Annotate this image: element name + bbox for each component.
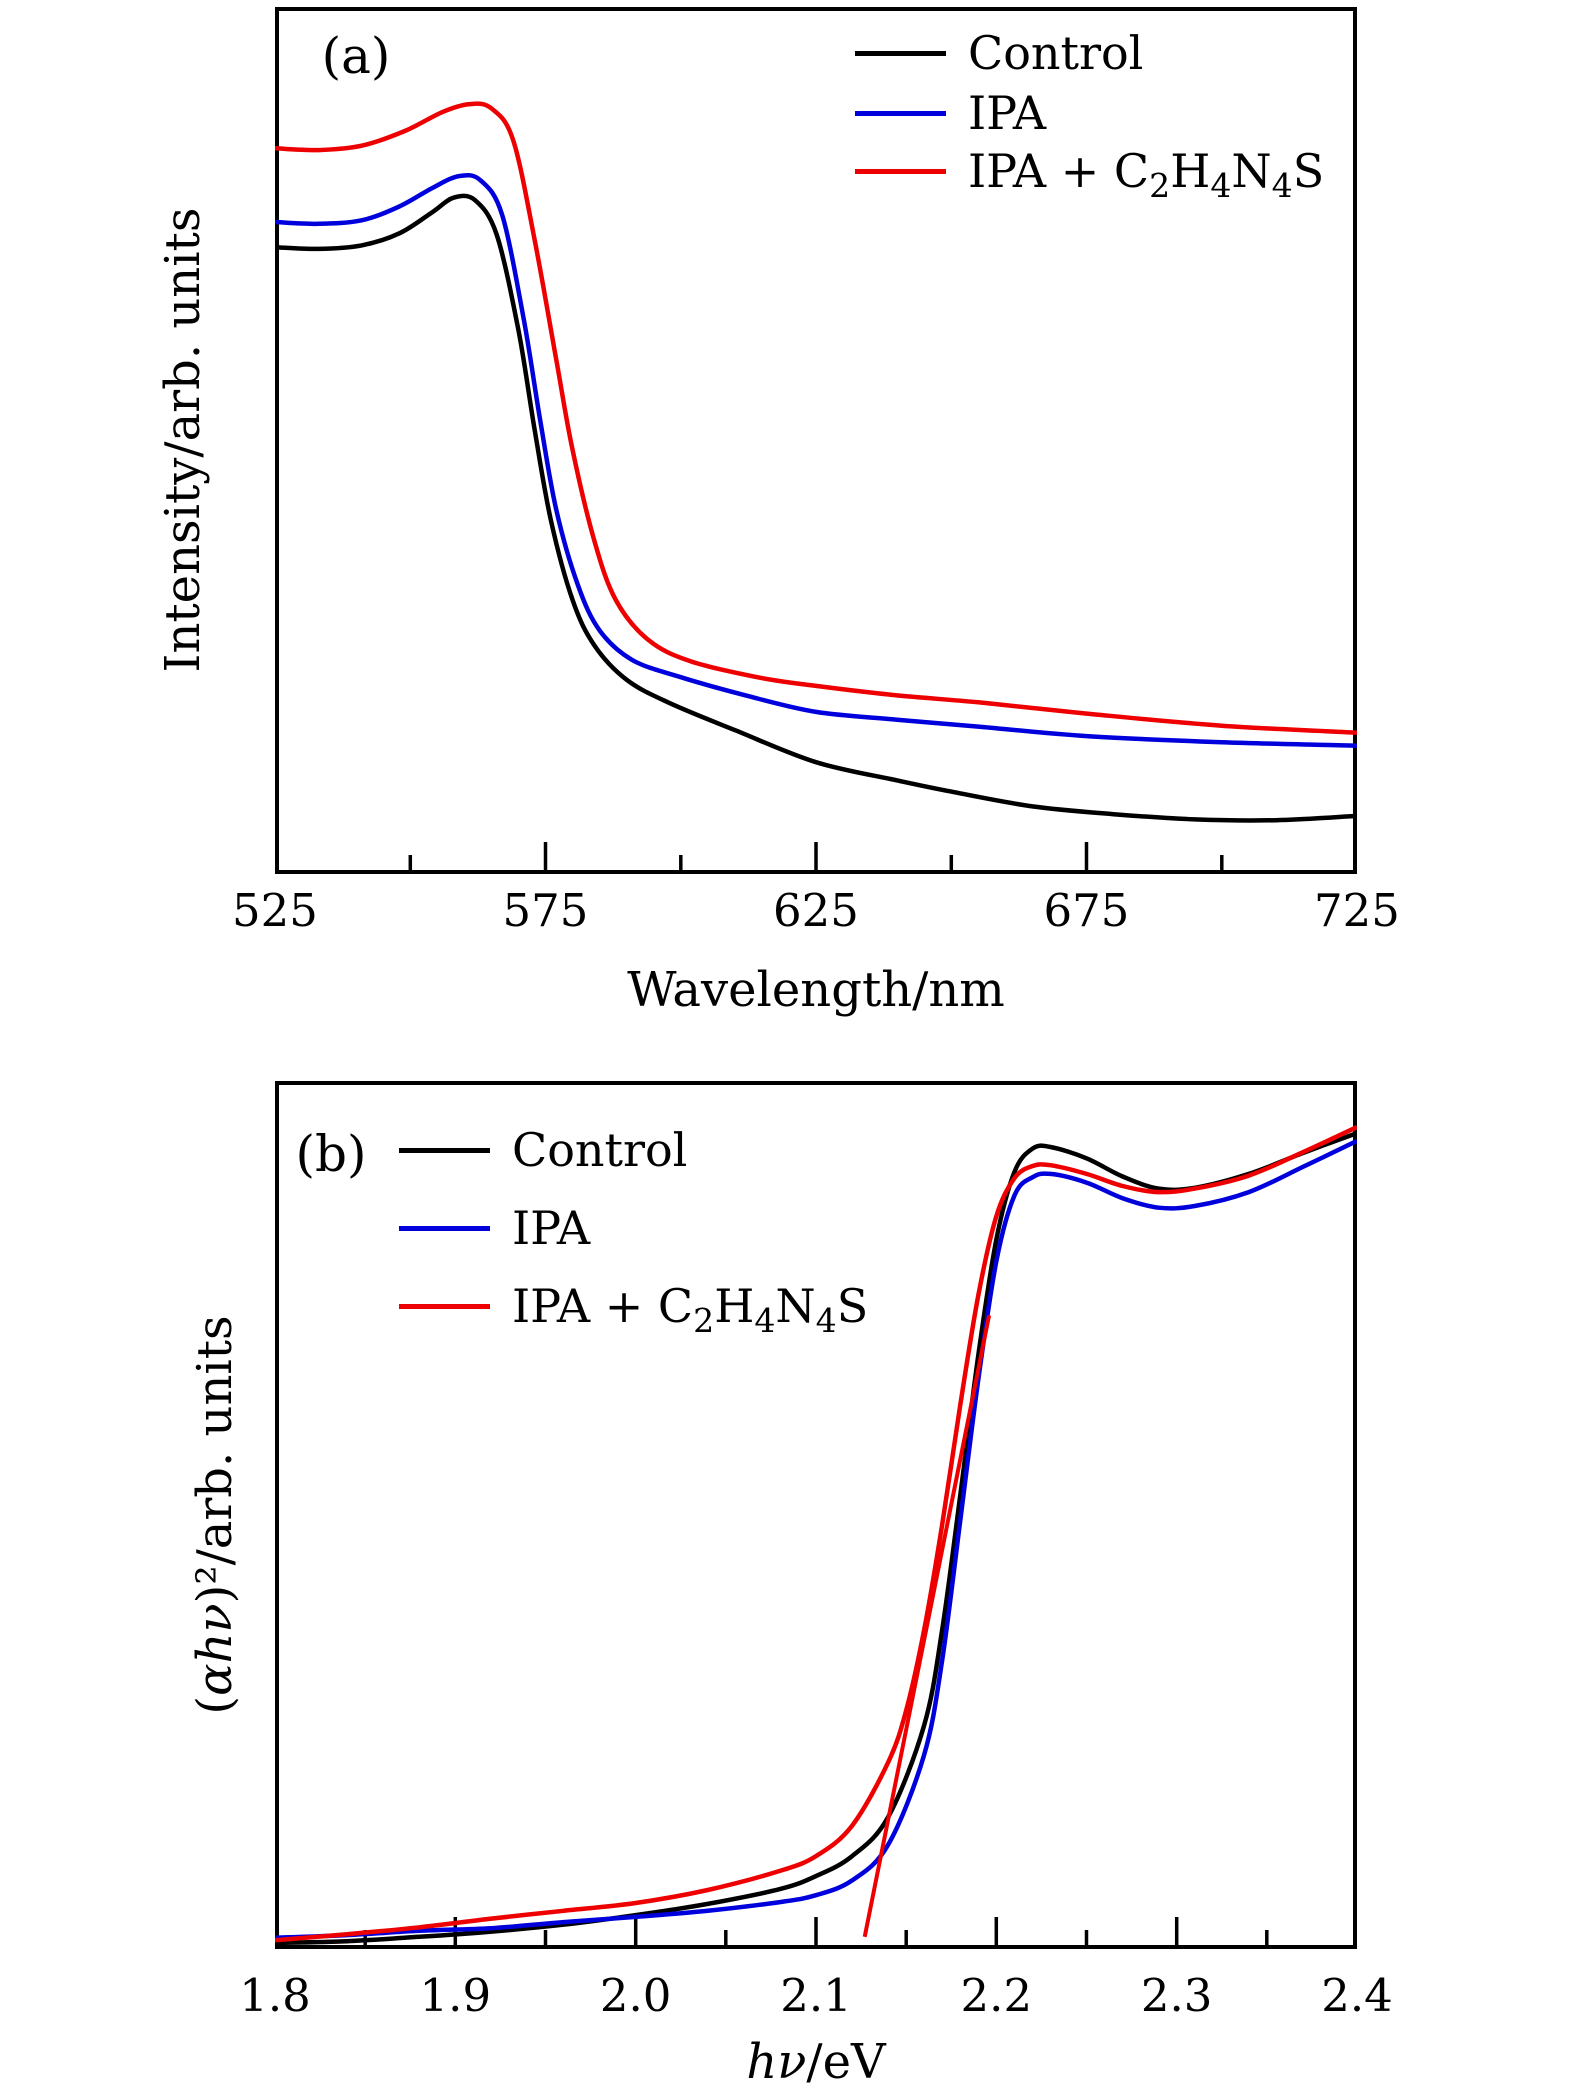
- legend-item-control: Control: [399, 1122, 687, 1178]
- panel-b-plot: [275, 1081, 1357, 1949]
- curve-ipa: [275, 172, 1357, 748]
- curve-control: [275, 1130, 1357, 1946]
- panel-b-tag: (b): [295, 1125, 367, 1183]
- x-tick-label: 1.8: [239, 1969, 311, 2022]
- ipa-line-swatch: [855, 110, 946, 116]
- x-tick-label: 725: [1314, 884, 1400, 937]
- x-tick-label: 2.3: [1140, 1969, 1213, 2022]
- x-tick-label: 1.9: [419, 1969, 492, 2022]
- panel-a-tag: (a): [321, 27, 391, 85]
- panel-a-y-axis-label: Intensity/arb. units: [155, 207, 211, 673]
- curve-ipa: [275, 1138, 1357, 1940]
- legend-label: Control: [968, 26, 1144, 80]
- curve-control: [275, 193, 1357, 823]
- x-tick-label: 675: [1043, 884, 1130, 937]
- legend-label: IPA + C2H4N4S: [512, 1279, 869, 1341]
- panel-a-x-axis-label: Wavelength/nm: [627, 962, 1005, 1018]
- panel-b-curves: [275, 1124, 1357, 1946]
- panel-a-x-ticks: [408, 842, 1224, 872]
- panel-a-curves: [275, 101, 1357, 823]
- x-tick-label: 2.1: [780, 1969, 852, 2022]
- curve-ipa-c-h-n-s: [275, 1124, 1357, 1943]
- legend-item-ipa-c2h4n4s: IPA + C2H4N4S: [399, 1278, 869, 1341]
- x-tick-label: 2.4: [1321, 1969, 1393, 2022]
- legend-item-control: Control: [855, 25, 1143, 81]
- legend-item-ipa: IPA: [855, 85, 1046, 141]
- x-tick-label: 2.2: [960, 1969, 1033, 2022]
- x-tick-label: 525: [232, 884, 318, 937]
- panel-b-x-axis-label: hν/eV: [746, 2034, 886, 2090]
- legend-label: IPA: [512, 1201, 591, 1255]
- legend-item-ipa-c2h4n4s: IPA + C2H4N4S: [855, 143, 1325, 206]
- ipa-line-swatch: [399, 1225, 490, 1231]
- curve-ipa-c-h-n-s: [275, 101, 1357, 735]
- panel-b-y-axis-label: (αhν)²/arb. units: [187, 1315, 243, 1715]
- panel-a-plot: [275, 7, 1357, 874]
- control-line-swatch: [399, 1147, 490, 1153]
- legend-label: IPA + C2H4N4S: [968, 144, 1325, 206]
- x-tick-label: 575: [502, 884, 589, 937]
- control-line-swatch: [855, 50, 946, 56]
- x-tick-label: 625: [773, 884, 859, 937]
- legend-item-ipa: IPA: [399, 1200, 590, 1256]
- ipa-c2h4n4s-line-swatch: [399, 1303, 490, 1309]
- ipa-c2h4n4s-line-swatch: [855, 168, 946, 174]
- legend-label: IPA: [968, 86, 1047, 140]
- legend-label: Control: [512, 1123, 688, 1177]
- x-tick-label: 2.0: [599, 1969, 672, 2022]
- tauc-extrapolation-line: [862, 1315, 992, 1938]
